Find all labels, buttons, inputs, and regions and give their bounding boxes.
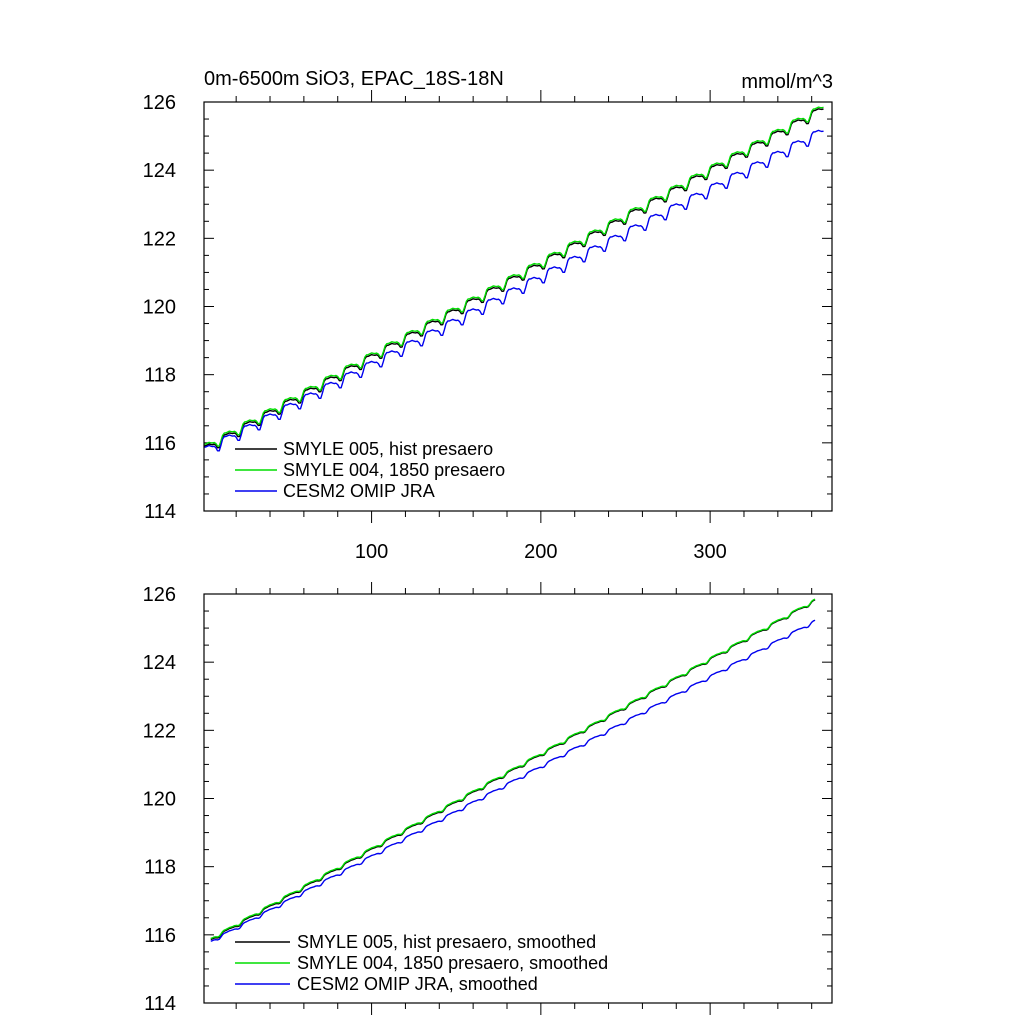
bottom-ytick-label: 124 (143, 652, 176, 674)
top-legend-label-2: CESM2 OMIP JRA (283, 481, 435, 501)
top-panel: 0m-6500m SiO3, EPAC_18S-18N mmol/m^3 114… (143, 68, 833, 563)
bottom-axes: 114 116 118 120 122 124 126 (143, 582, 832, 1015)
top-legend-label-0: SMYLE 005, hist presaero (283, 439, 493, 459)
top-plot-frame (203, 101, 833, 512)
top-legend-label-1: SMYLE 004, 1850 presaero (283, 460, 505, 480)
top-series-line-1 (203, 106, 824, 447)
top-legend: SMYLE 005, hist presaero SMYLE 004, 1850… (235, 439, 505, 501)
top-series-line-0 (203, 108, 824, 449)
top-series-line-2 (203, 129, 824, 452)
top-series-lines (203, 106, 824, 452)
bottom-ytick-label: 122 (143, 720, 176, 742)
top-chart-title: 0m-6500m SiO3, EPAC_18S-18N (204, 68, 504, 90)
bottom-legend-label-1: SMYLE 004, 1850 presaero, smoothed (297, 953, 608, 973)
bottom-series-lines (210, 598, 816, 942)
top-ytick-label: 120 (143, 297, 176, 319)
bottom-legend-label-0: SMYLE 005, hist presaero, smoothed (297, 932, 596, 952)
top-ytick-label: 122 (143, 228, 176, 250)
top-ytick-label: 114 (144, 501, 176, 523)
bottom-ytick-label: 120 (143, 789, 176, 811)
bottom-plot-frame (203, 593, 833, 1004)
top-units-label: mmol/m^3 (741, 71, 833, 93)
bottom-legend: SMYLE 005, hist presaero, smoothed SMYLE… (235, 932, 608, 994)
top-xtick-label: 200 (524, 541, 557, 563)
top-xtick-label: 300 (693, 541, 726, 563)
top-ytick-label: 118 (144, 365, 176, 387)
bottom-panel: 114 116 118 120 122 124 126 SMYLE 005, hist pr… (143, 582, 833, 1015)
bottom-legend-label-2: CESM2 OMIP JRA, smoothed (297, 974, 538, 994)
bottom-series-line-2 (210, 619, 816, 942)
top-ytick-label: 126 (143, 92, 176, 114)
bottom-ytick-label: 126 (143, 584, 176, 606)
bottom-ytick-label: 118 (144, 857, 176, 879)
top-ytick-label: 124 (143, 160, 176, 182)
top-xtick-label: 100 (355, 541, 388, 563)
bottom-ytick-label: 114 (144, 993, 176, 1015)
bottom-series-line-1 (210, 598, 816, 940)
top-ytick-label: 116 (144, 433, 176, 455)
bottom-ytick-label: 116 (144, 925, 176, 947)
